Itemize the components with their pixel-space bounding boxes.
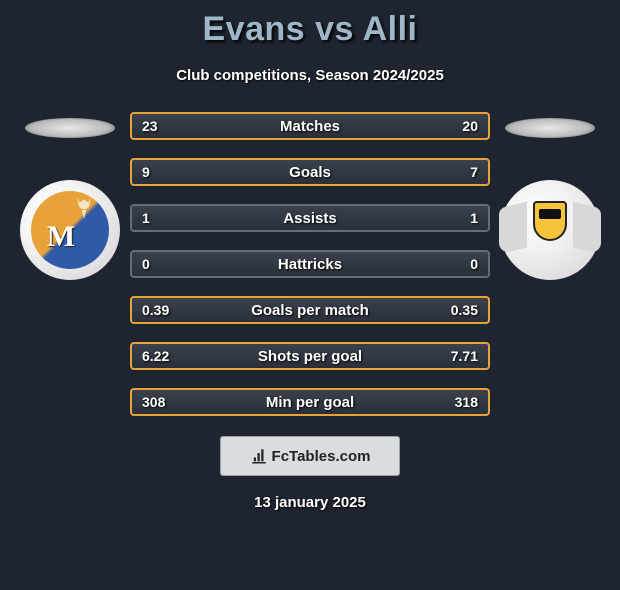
stat-right-value: 7 [444,164,488,180]
stat-right-value: 0.35 [441,302,488,318]
stat-left-value: 0 [132,256,176,272]
date-label: 13 january 2025 [0,494,620,511]
wing-left-icon [499,202,527,255]
stat-label: Goals [132,164,488,181]
stat-right-value: 20 [444,118,488,134]
stat-left-value: 1 [132,210,176,226]
stat-label: Matches [132,118,488,135]
right-team-column [490,112,610,416]
stat-right-value: 318 [444,394,488,410]
footer-brand-text: FcTables.com [272,448,371,465]
stat-row: 0.39Goals per match0.35 [130,296,490,324]
right-crest-inner [519,195,581,265]
left-team-crest: M [20,180,120,280]
stat-left-value: 0.39 [132,302,179,318]
stat-row: 1Assists1 [130,204,490,232]
stat-row: 23Matches20 [130,112,490,140]
crest-shadow [25,118,115,138]
stat-row: 6.22Shots per goal7.71 [130,342,490,370]
stat-left-value: 9 [132,164,176,180]
stat-row: 0Hattricks0 [130,250,490,278]
page-title: Evans vs Alli [0,10,620,49]
stat-left-value: 6.22 [132,348,179,364]
stat-row: 308Min per goal318 [130,388,490,416]
wing-right-icon [573,202,601,255]
stat-label: Goals per match [132,302,488,319]
stat-label: Min per goal [132,394,488,411]
left-team-column: M [10,112,130,416]
stat-right-value: 0 [444,256,488,272]
right-team-crest [500,180,600,280]
stag-icon [71,195,97,228]
chart-icon [250,447,268,465]
subtitle: Club competitions, Season 2024/2025 [0,67,620,84]
stat-label: Assists [132,210,488,227]
stat-right-value: 1 [444,210,488,226]
footer-brand[interactable]: FcTables.com [220,436,400,476]
stat-left-value: 23 [132,118,176,134]
stats-list: 23Matches20 9Goals7 1Assists1 0Hattricks0 0.… [130,112,490,416]
left-crest-inner: M [31,191,109,269]
shield-icon [533,201,567,241]
crest-shadow [505,118,595,138]
stat-label: Hattricks [132,256,488,273]
stat-right-value: 7.71 [441,348,488,364]
stat-label: Shots per goal [132,348,488,365]
stat-row: 9Goals7 [130,158,490,186]
comparison-panel: M 23Matches209Goals71Assists10Hattricks0… [0,112,620,416]
stat-left-value: 308 [132,394,176,410]
